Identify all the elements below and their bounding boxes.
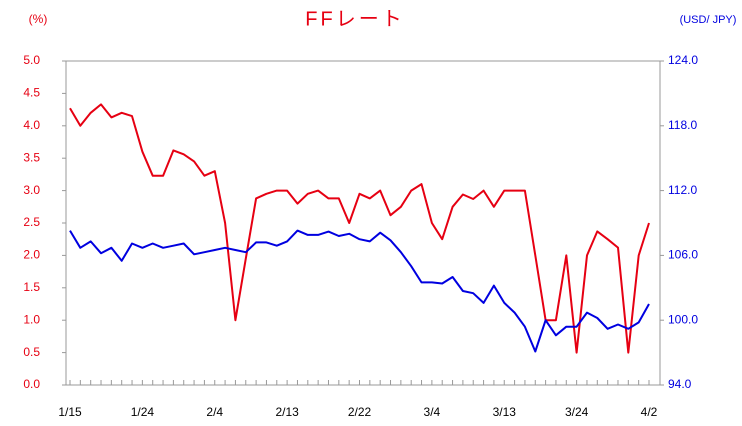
- y-tick-label: 2.0: [23, 248, 40, 262]
- y-tick-label: 4.0: [23, 118, 40, 132]
- x-tick-label: 3/24: [565, 405, 589, 419]
- y-tick-label: 3.0: [23, 183, 40, 197]
- x-tick-label: 1/24: [131, 405, 155, 419]
- y-tick-label: 5.0: [23, 53, 40, 67]
- y-tick-label: 1.5: [23, 280, 40, 294]
- x-tick-label: 1/15: [58, 405, 82, 419]
- series-line: [69, 103, 650, 354]
- y-tick-label: 1.0: [23, 312, 40, 326]
- y-tick-label: 0.5: [23, 345, 40, 359]
- y2-tick-label: 124.0: [668, 53, 698, 67]
- x-tick-label: 3/13: [493, 405, 517, 419]
- chart-title: FFレート: [305, 8, 404, 30]
- x-tick-label: 2/13: [275, 405, 299, 419]
- y2-tick-label: 100.0: [668, 312, 698, 326]
- y2-tick-label: 118.0: [668, 118, 697, 132]
- y2-tick-label: 94.0: [668, 377, 692, 391]
- y-tick-label: 4.5: [23, 86, 40, 100]
- y-tick-label: 0.0: [23, 377, 40, 391]
- y-tick-label: 2.5: [23, 215, 40, 229]
- y-axis-label: (%): [29, 12, 48, 26]
- y2-tick-label: 106.0: [668, 248, 698, 262]
- x-tick-label: 4/2: [641, 405, 658, 419]
- y2-axis-label: (USD/ JPY): [680, 14, 737, 26]
- x-tick-label: 2/22: [348, 405, 372, 419]
- y2-tick-label: 112.0: [668, 183, 697, 197]
- series-line: [69, 229, 650, 353]
- x-tick-label: 2/4: [206, 405, 223, 419]
- y-tick-label: 3.5: [23, 150, 40, 164]
- x-tick-label: 3/4: [424, 405, 441, 419]
